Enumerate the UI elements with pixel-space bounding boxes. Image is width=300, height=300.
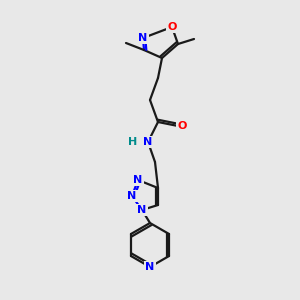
Text: N: N (137, 205, 147, 215)
Text: N: N (134, 175, 142, 185)
Text: N: N (143, 137, 153, 147)
Text: O: O (177, 121, 187, 131)
Text: N: N (146, 262, 154, 272)
Text: N: N (128, 191, 136, 201)
Text: O: O (167, 22, 177, 32)
Text: N: N (138, 33, 148, 43)
Text: H: H (128, 137, 138, 147)
